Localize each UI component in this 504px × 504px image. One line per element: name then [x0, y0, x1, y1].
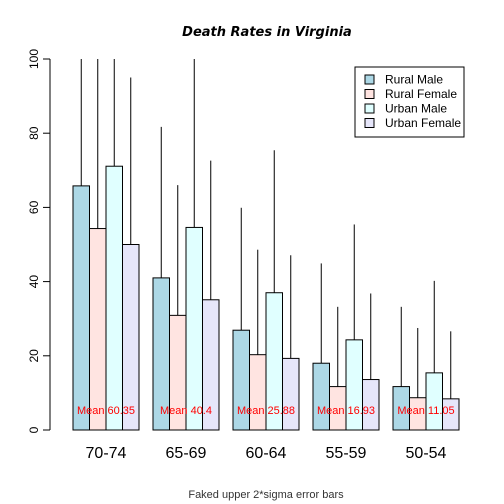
bar: [282, 357, 300, 431]
y-tick-label: 100: [27, 49, 41, 69]
mean-label: Mean 11.05: [397, 405, 454, 417]
bar: [105, 165, 123, 431]
legend-swatch: [364, 103, 375, 114]
category-label: 55-59: [326, 445, 367, 462]
mean-label: Mean 16.93: [317, 405, 375, 417]
bar: [89, 228, 107, 431]
category-labels: 70-74 65-69 60-64 55-59 50-54: [86, 445, 447, 462]
bar: [122, 244, 140, 431]
legend-label: Rural Female: [385, 87, 457, 101]
bar: [425, 372, 443, 431]
chart-subtitle: Faked upper 2*sigma error bars: [188, 489, 344, 501]
y-tick-label: 0: [27, 426, 41, 433]
bar: [72, 185, 90, 431]
bar: [185, 226, 203, 431]
legend-swatch: [364, 74, 375, 85]
bar: [249, 354, 267, 431]
bar: [312, 362, 330, 431]
legend-label: Rural Male: [385, 73, 443, 87]
category-label: 50-54: [406, 445, 447, 462]
y-tick-label: 60: [27, 200, 41, 214]
legend-label: Urban Female: [385, 116, 461, 130]
category-label: 70-74: [86, 445, 127, 462]
y-tick-label: 20: [27, 349, 41, 363]
y-tick-label: 80: [27, 126, 41, 140]
mean-label: Mean 25.88: [237, 405, 295, 417]
legend-swatch: [364, 89, 375, 99]
mean-label: Mean 40.4: [160, 405, 212, 417]
mean-label: Mean 60.35: [77, 405, 135, 417]
category-label: 65-69: [166, 445, 207, 462]
y-axis: 0 20 40 60 80 100: [27, 49, 51, 433]
y-tick-label: 40: [27, 275, 41, 289]
category-label: 60-64: [246, 445, 287, 462]
mean-labels: Mean 60.35 Mean 40.4 Mean 25.88 Mean 16.93 M…: [77, 405, 455, 417]
legend-label: Urban Male: [385, 102, 447, 116]
legend-swatch: [364, 118, 375, 128]
chart-title: Death Rates in Virginia: [182, 25, 352, 40]
error-bars: [80, 59, 452, 399]
